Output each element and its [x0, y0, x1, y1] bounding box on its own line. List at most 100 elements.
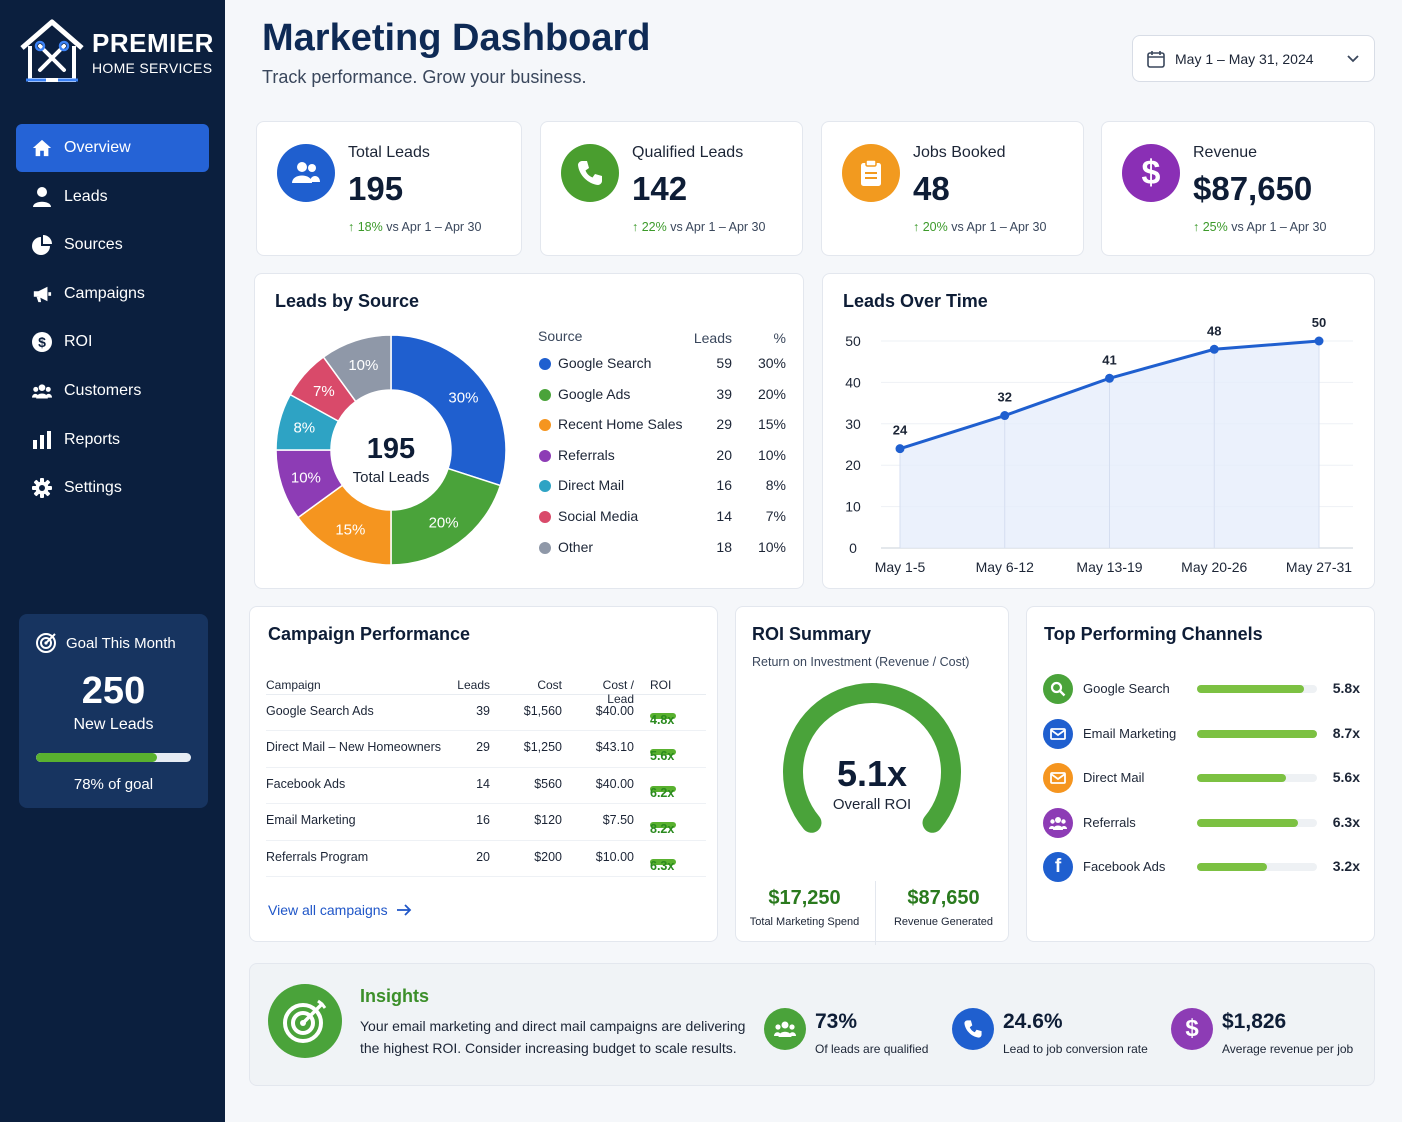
- sidebar-item-roi[interactable]: $ ROI: [16, 318, 209, 366]
- sidebar-item-campaigns[interactable]: Campaigns: [16, 270, 209, 318]
- legend-header: Source Leads %: [538, 328, 788, 353]
- insight-stat-label: Lead to job conversion rate: [1003, 1042, 1148, 1056]
- campaign-leads: 29: [476, 740, 490, 755]
- data-point[interactable]: [1000, 411, 1010, 421]
- card-title: ROI Summary: [752, 624, 872, 644]
- insight-stat-value: 73%: [815, 1010, 858, 1033]
- roi-label: Overall ROI: [832, 796, 912, 813]
- data-point[interactable]: [895, 444, 905, 454]
- sidebar-item-reports[interactable]: Reports: [16, 416, 209, 464]
- campaign-name: Google Search Ads: [266, 704, 374, 718]
- table-row[interactable]: Email Marketing 16 $120 $7.50 8.2x: [266, 804, 706, 841]
- sidebar-item-sources[interactable]: Sources: [16, 221, 209, 269]
- col-header-leads: Leads: [457, 678, 490, 692]
- pie-chart-icon: [32, 235, 52, 256]
- data-point[interactable]: [1105, 373, 1114, 383]
- legend-source-pct: 15%: [757, 416, 786, 433]
- channel-row[interactable]: f Facebook Ads 3.2x: [1043, 852, 1363, 896]
- donut-slice-label: 7%: [313, 383, 335, 400]
- data-label: 32: [998, 390, 1012, 405]
- legend-row[interactable]: Social Media 14 7%: [538, 506, 788, 537]
- legend-row[interactable]: Direct Mail 16 8%: [538, 475, 788, 506]
- insight-stat: 24.6% Lead to job conversion rate: [952, 1008, 1148, 1060]
- source-legend-table: Source Leads % Google Search 59 30% Google …: [538, 328, 788, 567]
- channel-bar-track: [1197, 729, 1317, 738]
- kpi-label: Jobs Booked: [913, 144, 1006, 161]
- sidebar-item-label: Campaigns: [64, 284, 145, 302]
- roi-bar: [650, 713, 676, 719]
- kpi-card-qualified-leads[interactable]: Qualified Leads 142 ↑ 22% vs Apr 1 – Apr…: [540, 121, 803, 256]
- channel-row[interactable]: Google Search 5.8x: [1043, 674, 1363, 718]
- data-point[interactable]: [1209, 344, 1219, 354]
- roi-divider: [875, 881, 876, 945]
- sidebar-item-settings[interactable]: Settings: [16, 464, 209, 512]
- roi-spend-label: Total Marketing Spend: [749, 916, 860, 928]
- sidebar-item-leads[interactable]: Leads: [16, 173, 209, 221]
- campaign-cost-per-lead: $40.00: [595, 704, 634, 718]
- home-icon: [32, 138, 52, 158]
- donut-slice-label: 30%: [448, 389, 478, 406]
- legend-source-name: Google Ads: [558, 385, 631, 402]
- legend-source-leads: 20: [716, 446, 732, 463]
- channel-bar-fill: [1197, 774, 1286, 782]
- channel-bar-fill: [1197, 729, 1317, 738]
- channel-row[interactable]: Direct Mail 5.6x: [1043, 763, 1363, 807]
- roi-revenue-value: $87,650: [907, 887, 980, 909]
- legend-color-dot: [539, 419, 551, 432]
- goal-value: 250: [81, 670, 146, 712]
- sidebar-item-customers[interactable]: Customers: [16, 367, 209, 415]
- table-row[interactable]: Google Search Ads 39 $1,560 $40.00 4.8x: [266, 695, 706, 732]
- kpi-card-jobs-booked[interactable]: Jobs Booked 48 ↑ 20% vs Apr 1 – Apr 30: [821, 121, 1084, 256]
- kpi-icon-circle: $: [1122, 144, 1180, 202]
- channel-bar-fill: [1197, 863, 1267, 871]
- channel-roi-value: 5.6x: [1332, 769, 1360, 785]
- legend-row[interactable]: Other 18 10%: [538, 537, 788, 568]
- data-point[interactable]: [1314, 336, 1324, 346]
- view-all-label: View all campaigns: [268, 902, 388, 918]
- brand-logo[interactable]: PREMIER HOME SERVICES: [18, 18, 218, 88]
- kpi-card-total-leads[interactable]: Total Leads 195 ↑ 18% vs Apr 1 – Apr 30: [256, 121, 522, 256]
- channel-row[interactable]: Referrals 6.3x: [1043, 807, 1363, 852]
- gear-icon: [32, 478, 52, 499]
- donut-center-value: 195: [367, 433, 415, 465]
- channel-icon-circle: [1043, 718, 1073, 749]
- roi-subtitle: Return on Investment (Revenue / Cost): [752, 655, 970, 669]
- legend-row[interactable]: Google Ads 39 20%: [538, 384, 788, 415]
- sidebar-item-overview[interactable]: Overview: [16, 124, 209, 172]
- legend-source-name: Other: [558, 538, 594, 555]
- insights-title: Insights: [360, 986, 430, 1006]
- view-all-campaigns-link[interactable]: View all campaigns: [268, 902, 412, 918]
- date-range-picker[interactable]: May 1 – May 31, 2024: [1132, 35, 1375, 82]
- users-icon: [774, 1021, 796, 1037]
- channel-row[interactable]: Email Marketing 8.7x: [1043, 718, 1363, 763]
- donut-slice[interactable]: [390, 467, 502, 566]
- legend-color-dot: [539, 541, 551, 554]
- goal-progress-fill: [36, 753, 157, 762]
- legend-header-leads: Leads: [693, 330, 732, 346]
- legend-source-pct: 10%: [757, 538, 786, 555]
- table-row[interactable]: Direct Mail – New Homeowners 29 $1,250 $43.…: [266, 731, 706, 768]
- donut-slice[interactable]: [322, 334, 392, 403]
- sidebar: PREMIER HOME SERVICES Overview Leads Sou…: [0, 0, 225, 1122]
- roi-summary-card: ROI Summary Return on Investment (Revenu…: [735, 606, 1009, 945]
- legend-row[interactable]: Recent Home Sales 29 15%: [538, 414, 788, 445]
- channel-roi-value: 6.3x: [1332, 813, 1360, 830]
- x-tick-label: May 13-19: [1076, 559, 1142, 575]
- legend-row[interactable]: Referrals 20 10%: [538, 445, 788, 476]
- insight-stat-value: $1,826: [1222, 1010, 1287, 1033]
- x-tick-label: May 1-5: [875, 559, 926, 575]
- donut-slice[interactable]: [390, 334, 507, 487]
- roi-revenue-label: Revenue Generated: [893, 916, 994, 928]
- bar-chart-icon: [32, 430, 52, 450]
- insights-text: Your email marketing and direct mail cam…: [360, 1018, 746, 1056]
- user-icon: [32, 186, 52, 207]
- table-row[interactable]: Referrals Program 20 $200 $10.00 6.3x: [266, 841, 706, 877]
- channel-name: Email Marketing: [1083, 725, 1177, 741]
- legend-source-pct: 20%: [757, 385, 786, 402]
- donut-slice-label: 15%: [335, 522, 365, 539]
- table-row[interactable]: Facebook Ads 14 $560 $40.00 6.2x: [266, 768, 706, 805]
- channel-name: Referrals: [1083, 814, 1136, 830]
- kpi-card-revenue[interactable]: $ Revenue $87,650 ↑ 25% vs Apr 1 – Apr 3…: [1101, 121, 1375, 256]
- card-title: Leads by Source: [275, 291, 420, 311]
- legend-row[interactable]: Google Search 59 30%: [538, 353, 788, 384]
